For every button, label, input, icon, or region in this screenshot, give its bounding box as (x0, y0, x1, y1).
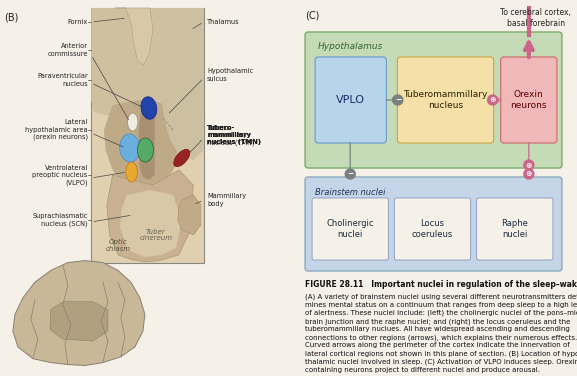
Text: Anterior
commissure: Anterior commissure (47, 43, 88, 57)
Text: ⊕: ⊕ (526, 161, 532, 170)
Text: Optic
chiasm: Optic chiasm (106, 238, 131, 252)
FancyBboxPatch shape (305, 177, 562, 271)
Circle shape (126, 162, 137, 182)
Text: Thalamus: Thalamus (207, 19, 240, 25)
Text: (A) A variety of brainstem nuclei using several different neurotransmitters dete: (A) A variety of brainstem nuclei using … (305, 294, 577, 373)
Text: Mammillary
body: Mammillary body (207, 193, 246, 207)
Text: −: − (395, 96, 401, 105)
FancyBboxPatch shape (394, 198, 471, 260)
Text: Locus
coeruleus: Locus coeruleus (412, 219, 453, 239)
Text: Tuber
cinereum: Tuber cinereum (139, 229, 173, 241)
Polygon shape (13, 261, 145, 365)
Text: Ventrolateral
preoptic nucleus
(VLPO): Ventrolateral preoptic nucleus (VLPO) (32, 165, 88, 185)
Text: Raphe
nuclei: Raphe nuclei (501, 219, 528, 239)
Ellipse shape (120, 134, 140, 162)
Polygon shape (159, 8, 204, 160)
Text: (C): (C) (305, 10, 320, 20)
Circle shape (488, 95, 498, 105)
Polygon shape (115, 8, 153, 65)
Polygon shape (120, 190, 182, 257)
Text: VPLO: VPLO (336, 95, 365, 105)
Text: Tuberomammillary
nucleus: Tuberomammillary nucleus (403, 90, 488, 110)
Text: Lateral
hypothalamic area
(orexin neurons): Lateral hypothalamic area (orexin neuron… (25, 120, 88, 141)
Circle shape (524, 160, 534, 170)
Polygon shape (91, 8, 204, 125)
FancyBboxPatch shape (501, 57, 557, 143)
FancyBboxPatch shape (477, 198, 553, 260)
Text: Tubero-
mammillary
nucleus (TMN): Tubero- mammillary nucleus (TMN) (207, 124, 255, 146)
Text: −: − (347, 170, 353, 179)
FancyBboxPatch shape (315, 57, 387, 143)
FancyBboxPatch shape (312, 198, 388, 260)
Ellipse shape (141, 97, 157, 119)
Text: FIGURE 28.11   Important nuclei in regulation of the sleep–wake cycle.: FIGURE 28.11 Important nuclei in regulat… (305, 280, 577, 289)
Circle shape (345, 169, 355, 179)
FancyBboxPatch shape (398, 57, 494, 143)
Polygon shape (178, 195, 201, 235)
FancyBboxPatch shape (91, 8, 204, 263)
Text: Hypothalamic
sulcus: Hypothalamic sulcus (207, 68, 253, 82)
Polygon shape (138, 105, 155, 180)
Polygon shape (50, 302, 108, 341)
Text: (B): (B) (5, 12, 19, 22)
Polygon shape (104, 100, 179, 190)
Text: To cerebral cortex,
basal forebrain: To cerebral cortex, basal forebrain (500, 8, 571, 28)
FancyBboxPatch shape (305, 32, 562, 168)
Text: Hypothalamus: Hypothalamus (318, 42, 384, 51)
Polygon shape (107, 170, 193, 262)
Text: Cholinergic
nuclei: Cholinergic nuclei (327, 219, 374, 239)
Circle shape (524, 169, 534, 179)
Text: Brainstem nuclei: Brainstem nuclei (315, 188, 385, 197)
Text: Suprachiasmatic
nucleus (SCN): Suprachiasmatic nucleus (SCN) (32, 213, 88, 227)
Ellipse shape (137, 138, 153, 162)
Circle shape (128, 113, 138, 131)
Ellipse shape (174, 149, 190, 167)
Text: ⊕: ⊕ (489, 96, 496, 105)
Text: Fornix: Fornix (68, 19, 88, 25)
Text: Paraventricular
nucleus: Paraventricular nucleus (37, 73, 88, 86)
Text: Orexin
neurons: Orexin neurons (511, 90, 547, 110)
Text: Tubero-
mammillary
nucleus (TMN): Tubero- mammillary nucleus (TMN) (207, 125, 261, 145)
Text: Tubero-
mammillary
nucleus (TMN): Tubero- mammillary nucleus (TMN) (207, 125, 261, 145)
Circle shape (393, 95, 403, 105)
Text: ⊕: ⊕ (526, 170, 532, 179)
